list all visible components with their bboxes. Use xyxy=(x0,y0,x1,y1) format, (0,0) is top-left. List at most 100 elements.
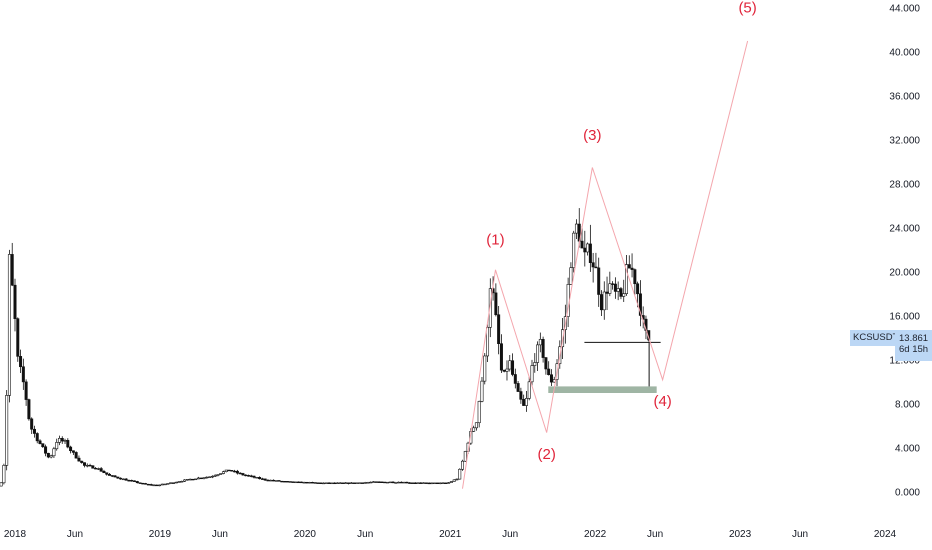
candle xyxy=(235,469,239,475)
candle xyxy=(455,478,459,481)
candle-body xyxy=(160,483,164,486)
candle-body xyxy=(422,482,426,484)
candle-body xyxy=(536,344,540,363)
candle-body xyxy=(638,293,642,316)
candle xyxy=(588,224,592,272)
candle xyxy=(10,242,14,287)
candle xyxy=(302,481,306,484)
candle-body xyxy=(35,433,39,442)
candle-body xyxy=(141,482,145,485)
candle xyxy=(124,478,128,481)
candle-body xyxy=(608,283,612,294)
candle xyxy=(483,353,487,385)
candle-body xyxy=(419,482,423,484)
candle-body xyxy=(94,467,98,470)
y-tick-label: 40.000 xyxy=(889,48,920,59)
candle-body xyxy=(221,471,225,474)
candle-body xyxy=(363,482,367,484)
candle xyxy=(347,482,351,485)
candle xyxy=(438,482,442,485)
candle-body xyxy=(77,457,81,462)
candle-body xyxy=(455,478,459,481)
candle-body xyxy=(280,480,284,483)
candle xyxy=(327,482,331,484)
candle-body xyxy=(305,481,309,484)
y-tick-label: 0.000 xyxy=(895,488,920,499)
candle-body xyxy=(480,380,484,402)
candle xyxy=(463,450,467,462)
candle-body xyxy=(199,477,203,480)
candle-body xyxy=(522,399,526,406)
candle-body xyxy=(155,484,159,487)
x-tick-label: 2024 xyxy=(874,529,897,540)
candle xyxy=(77,455,81,462)
candle xyxy=(333,482,337,485)
candle xyxy=(108,473,112,476)
candle xyxy=(249,474,253,478)
candle xyxy=(313,482,317,484)
candle-body xyxy=(583,247,587,253)
candle-body xyxy=(213,475,217,477)
candle xyxy=(419,482,423,484)
candle-body xyxy=(191,478,195,481)
candle xyxy=(105,472,109,476)
candle xyxy=(388,481,392,484)
candle xyxy=(310,481,314,484)
candle-body xyxy=(597,267,601,295)
candle xyxy=(99,467,103,472)
y-tick-label: 36.000 xyxy=(889,92,920,103)
y-tick-label: 28.000 xyxy=(889,180,920,191)
candle xyxy=(49,454,53,459)
candle xyxy=(263,478,267,481)
candle xyxy=(508,355,512,372)
candle xyxy=(344,482,348,484)
candle-body xyxy=(333,482,337,485)
candle-body xyxy=(488,288,492,328)
candle xyxy=(511,353,515,377)
candle-body xyxy=(416,482,420,484)
candle xyxy=(213,474,217,477)
candle-body xyxy=(171,482,175,484)
candle-body xyxy=(177,481,181,483)
candle xyxy=(472,425,476,433)
candle-body xyxy=(385,481,389,484)
candle xyxy=(477,400,481,428)
candle xyxy=(616,281,620,301)
candle xyxy=(177,481,181,483)
candle xyxy=(591,252,595,283)
candle xyxy=(497,305,501,355)
candle-body xyxy=(46,452,50,458)
candle xyxy=(208,476,212,478)
candle-body xyxy=(80,460,84,463)
candle-body xyxy=(227,469,231,472)
candle xyxy=(352,482,356,484)
candle-body xyxy=(130,480,134,482)
candle-body xyxy=(294,481,298,484)
candle xyxy=(158,484,162,487)
candle-body xyxy=(327,482,331,484)
candle xyxy=(536,341,540,372)
candle xyxy=(241,472,245,476)
candle-body xyxy=(625,264,629,294)
candle xyxy=(121,478,125,481)
candle xyxy=(391,481,395,484)
candle xyxy=(533,353,537,373)
time-axis[interactable]: 2018 Jun 2019 Jun 2020 Jun 2021 Jun 2022 Jun 2023 J… xyxy=(4,529,897,540)
candle-body xyxy=(21,366,25,383)
price-axis[interactable]: 0.000 4.000 8.000 12.000 16.000 20.000 24.000 2… xyxy=(889,4,920,499)
candle-body xyxy=(477,401,481,424)
candle-body xyxy=(335,482,339,484)
candle-body xyxy=(341,482,345,484)
candle xyxy=(633,268,637,295)
candle-body xyxy=(427,482,431,485)
candle xyxy=(60,436,64,444)
candle xyxy=(69,445,73,454)
candle-body xyxy=(38,440,42,444)
candle xyxy=(233,469,237,473)
symbol-badge: KCSUSDT xyxy=(850,330,899,346)
x-tick-label: Jun xyxy=(67,529,83,540)
candle xyxy=(638,280,642,327)
candle xyxy=(271,479,275,482)
candle-body xyxy=(138,482,142,484)
